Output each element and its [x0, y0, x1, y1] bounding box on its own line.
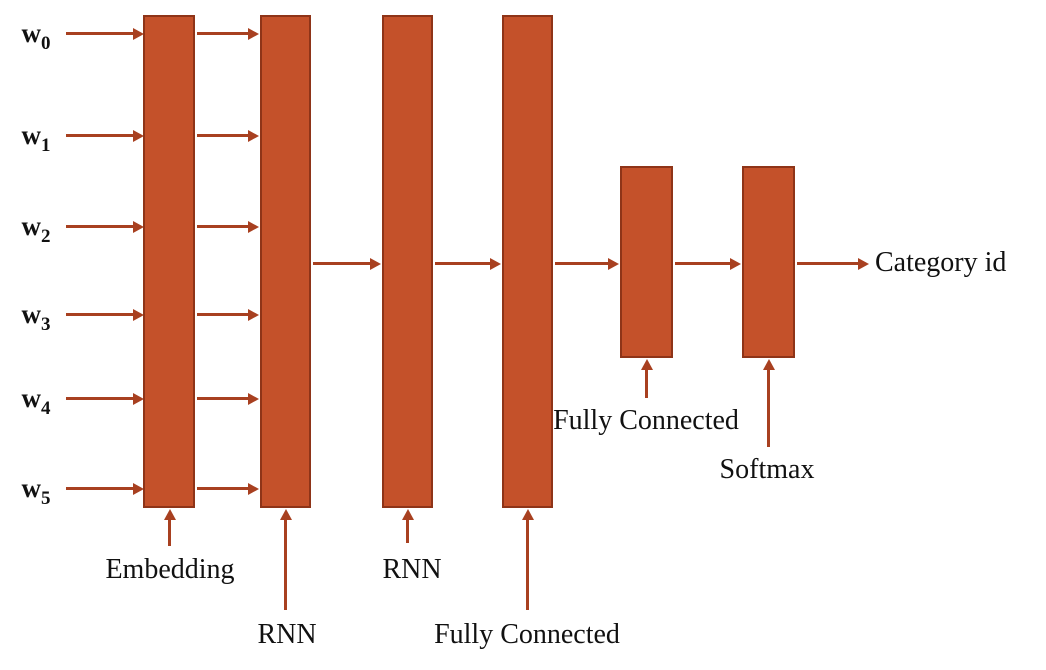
rnn1-to-rnn2-arrow	[313, 262, 370, 265]
embed-to-rnn-arrow-4	[197, 397, 248, 400]
fully-connected2-layer-bar	[620, 166, 673, 358]
rnn2-layer-bar	[382, 15, 433, 508]
embed-to-rnn-arrow-5	[197, 487, 248, 490]
fc1-label-arrow	[526, 520, 529, 610]
input-base: w	[21, 211, 42, 241]
fully-connected1-layer-bar	[502, 15, 553, 508]
input-arrow-w5	[66, 487, 133, 490]
input-subscript: 0	[41, 33, 51, 54]
rnn2-label-arrow	[406, 520, 409, 543]
input-arrow-w4	[66, 397, 133, 400]
input-label-w0: w0	[12, 18, 60, 53]
input-arrow-w0	[66, 32, 133, 35]
softmax-to-output-arrow	[797, 262, 858, 265]
rnn2-to-fc1-arrow	[435, 262, 490, 265]
input-subscript: 2	[41, 226, 51, 247]
output-label: Category id	[875, 247, 1007, 278]
input-base: w	[21, 18, 42, 48]
embedding-label-arrow	[168, 520, 171, 546]
embed-to-rnn-arrow-3	[197, 313, 248, 316]
embed-to-rnn-arrow-1	[197, 134, 248, 137]
input-subscript: 3	[41, 314, 51, 335]
input-label-w4: w4	[12, 383, 60, 418]
layer-label-embedding: Embedding	[105, 554, 235, 585]
embed-to-rnn-arrow-0	[197, 32, 248, 35]
input-arrow-w2	[66, 225, 133, 228]
layer-label-rnn-2: RNN	[382, 554, 442, 585]
fc2-to-softmax-arrow	[675, 262, 730, 265]
rnn1-layer-bar	[260, 15, 311, 508]
input-arrow-w3	[66, 313, 133, 316]
layer-label-rnn-1: RNN	[257, 619, 317, 650]
input-arrow-w1	[66, 134, 133, 137]
input-subscript: 4	[41, 398, 51, 419]
input-base: w	[21, 120, 42, 150]
softmax-label-arrow	[767, 370, 770, 447]
input-base: w	[21, 473, 42, 503]
input-label-w1: w1	[12, 120, 60, 155]
input-label-w2: w2	[12, 211, 60, 246]
rnn1-label-arrow	[284, 520, 287, 610]
fc1-to-fc2-arrow	[555, 262, 608, 265]
input-subscript: 1	[41, 135, 51, 156]
input-label-w3: w3	[12, 299, 60, 334]
softmax-layer-bar	[742, 166, 795, 358]
layer-label-fully-connected-2: Fully Connected	[553, 405, 739, 436]
layer-label-softmax: Softmax	[719, 454, 815, 485]
layer-label-fully-connected-1: Fully Connected	[434, 619, 620, 650]
embed-to-rnn-arrow-2	[197, 225, 248, 228]
input-label-w5: w5	[12, 473, 60, 508]
input-subscript: 5	[41, 488, 51, 509]
fc2-label-arrow	[645, 370, 648, 398]
input-base: w	[21, 299, 42, 329]
embedding-layer-bar	[143, 15, 195, 508]
input-base: w	[21, 383, 42, 413]
